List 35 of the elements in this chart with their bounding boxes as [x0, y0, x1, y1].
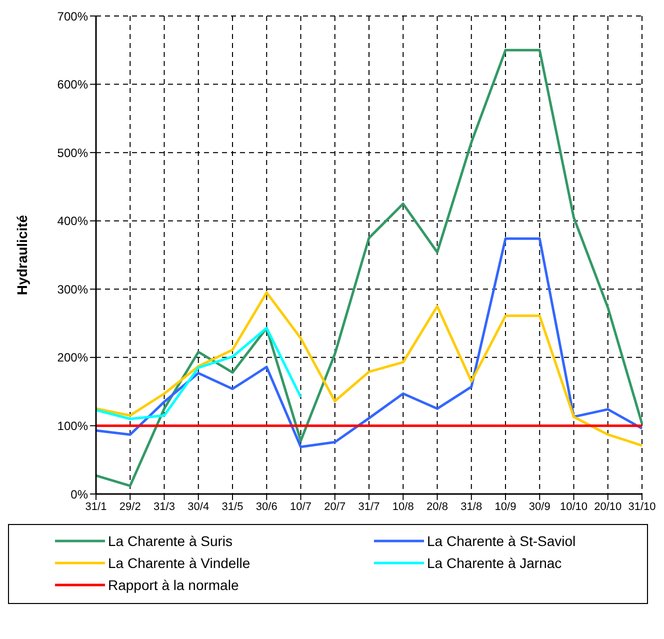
x-tick-label: 20/10	[594, 500, 622, 513]
x-tick-label: 30/4	[188, 500, 210, 513]
line-series	[94, 291, 644, 447]
y-tick-label: 600%	[57, 78, 88, 92]
legend-label: La Charente à Suris	[108, 533, 233, 549]
x-tick-label: 20/8	[426, 500, 448, 513]
x-tick-label: 10/7	[290, 500, 312, 513]
y-tick-label: 0%	[70, 487, 88, 502]
line-series	[94, 326, 302, 420]
y-tick-label: 500%	[57, 146, 88, 160]
line-series	[94, 48, 644, 488]
legend-label: La Charente à St-Saviol	[427, 533, 576, 549]
line-series	[94, 237, 644, 448]
x-tick-label: 20/7	[324, 500, 346, 513]
y-tick-label: 700%	[57, 9, 88, 24]
x-tick-label: 31/3	[154, 500, 175, 513]
legend-label: La Charente à Vindelle	[108, 555, 250, 571]
legend-label: Rapport à la normale	[108, 577, 239, 593]
x-tick-label: 31/7	[358, 500, 380, 513]
x-tick-label: 30/6	[256, 500, 278, 513]
y-tick-label: 200%	[57, 350, 88, 365]
x-tick-label: 31/8	[460, 500, 482, 513]
y-tick-label: 400%	[57, 214, 88, 228]
y-tick-label: 300%	[57, 282, 88, 296]
x-tick-label: 10/10	[560, 500, 588, 513]
x-tick-label: 10/8	[392, 500, 414, 513]
y-tick-label: 100%	[57, 418, 88, 433]
x-tick-label: 31/10	[628, 500, 656, 513]
x-tick-label: 30/9	[528, 500, 550, 513]
legend-label: La Charente à Jarnac	[427, 555, 562, 571]
x-tick-label: 31/1	[85, 500, 107, 513]
y-axis-title: Hydraulicité	[14, 214, 30, 296]
x-tick-label: 10/9	[494, 500, 516, 513]
x-tick-label: 31/5	[222, 500, 244, 513]
x-tick-label: 29/2	[119, 500, 141, 513]
